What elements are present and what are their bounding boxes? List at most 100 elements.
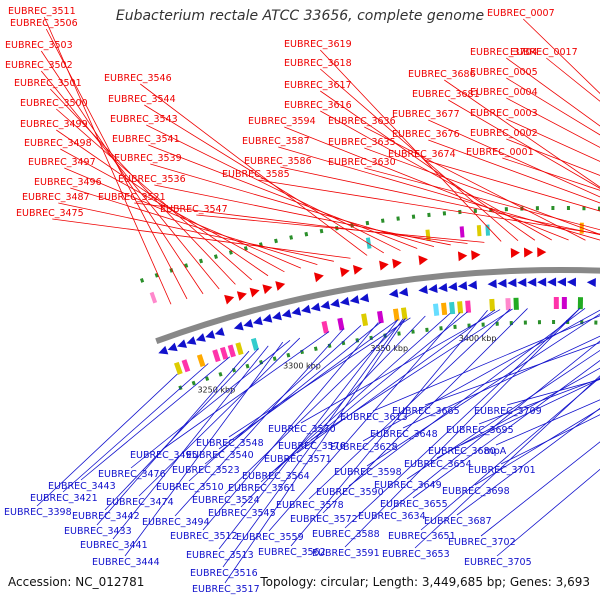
forward-gene — [275, 281, 286, 291]
feature-block — [457, 301, 464, 314]
tick-mark — [442, 211, 447, 216]
gene-label-bottom: EUBREC_3562 — [258, 547, 326, 558]
leader-line-top — [56, 108, 252, 281]
reverse-gene — [272, 311, 282, 321]
reverse-gene — [537, 277, 547, 287]
leader-line-top — [280, 166, 600, 236]
gene-label-bottom: EUBREC_3578 — [276, 500, 344, 511]
gene-label-top: EUBREC_0005 — [470, 67, 538, 78]
reverse-gene — [557, 277, 567, 287]
tick-mark — [289, 235, 294, 240]
scale-label: 3250 kbp — [197, 385, 235, 394]
reverse-gene — [418, 285, 428, 295]
feature-block — [441, 302, 448, 316]
gene-label-top: EUBREC_3677 — [392, 109, 460, 120]
feature-block — [553, 296, 559, 310]
gene-label-bottom: EUBREC_3443 — [48, 481, 116, 492]
leader-line-bottom — [222, 318, 404, 568]
feature-block — [449, 301, 456, 315]
gene-label-top: EUBREC_3618 — [284, 58, 352, 69]
leader-line-bottom — [390, 340, 600, 511]
gene-label-bottom: EUBREC_3512 — [170, 531, 238, 542]
leader-line-bottom — [124, 341, 284, 557]
leader-line-bottom — [290, 310, 488, 547]
tick-mark — [218, 371, 223, 377]
gene-label-top: EUBREC_3497 — [28, 157, 96, 168]
leader-line-bottom — [348, 307, 586, 487]
forward-gene — [236, 291, 247, 301]
reverse-gene — [291, 306, 302, 316]
reverse-gene — [195, 333, 206, 342]
tick-mark — [327, 343, 332, 349]
tick-mark — [213, 254, 218, 259]
leader-line-top — [196, 214, 485, 243]
leader-line-top — [56, 129, 269, 277]
leader-line-bottom — [188, 325, 362, 482]
leader-line-bottom — [496, 468, 600, 557]
gene-label-top: EUBREC_3544 — [108, 94, 176, 105]
tick-mark — [272, 356, 277, 361]
reverse-gene — [428, 283, 438, 293]
feature-block — [476, 225, 482, 237]
gene-label-bottom: EUBREC_3444 — [92, 557, 160, 568]
leader-line-top — [258, 179, 600, 235]
reverse-gene — [517, 277, 527, 287]
gene-label-top: EUBREC_3499 — [20, 119, 88, 130]
tick-mark — [369, 335, 373, 341]
scale-label: 3300 kbp — [283, 361, 321, 370]
reverse-gene — [262, 313, 273, 323]
leader-line-top — [148, 144, 418, 249]
leader-line-top — [364, 167, 600, 231]
reverse-gene — [177, 339, 188, 348]
leader-line-bottom — [506, 379, 600, 406]
gene-label-top: EUBREC_0002 — [470, 128, 538, 139]
leader-line-bottom — [436, 367, 600, 459]
leader-line-top — [502, 157, 600, 191]
forward-gene — [418, 255, 428, 266]
leader-line-bottom — [344, 307, 581, 529]
forward-gene — [224, 294, 235, 305]
leader-line-bottom — [372, 315, 600, 412]
forward-gene — [392, 258, 402, 269]
gene-label-top: EUBREC_3594 — [248, 116, 316, 127]
gene-label-bottom: EUBREC_3516 — [190, 568, 258, 579]
gene-label-top: EUBREC_3498 — [24, 138, 92, 149]
tick-mark — [243, 246, 248, 251]
leader-line-top — [70, 187, 318, 265]
forward-gene — [379, 260, 389, 271]
leader-line-top — [320, 110, 552, 241]
gene-label-top: EUBREC_3616 — [284, 100, 352, 111]
gene-label-bottom: EUBREC_3702 — [448, 537, 516, 548]
gene-label-bottom: EUBREC_3517 — [192, 584, 260, 595]
gene-label-top: EUBREC_3619 — [284, 39, 352, 50]
reverse-gene — [467, 280, 478, 290]
leader-line-top — [60, 148, 285, 273]
feature-block — [425, 229, 431, 241]
gene-label-bottom: EUBREC_3588 — [312, 529, 380, 540]
tick-mark — [495, 321, 499, 326]
leader-line-bottom — [240, 315, 426, 508]
leader-line-bottom — [480, 441, 600, 537]
gene-label-bottom: EUBREC_3442 — [72, 511, 140, 522]
reverse-gene — [349, 295, 360, 304]
leader-line-bottom — [366, 313, 600, 467]
gene-label-bottom: EUBREC_3649 — [374, 480, 442, 491]
reverse-gene — [547, 277, 557, 287]
genome-summary: Topology: circular; Length: 3,449,685 bp… — [260, 575, 590, 589]
gene-label-top: EUBREC_3636 — [328, 116, 396, 127]
reverse-gene — [507, 278, 517, 288]
reverse-gene — [339, 296, 350, 306]
tick-mark — [365, 220, 370, 226]
reverse-gene — [243, 318, 254, 328]
leader-line-bottom — [495, 399, 600, 446]
gene-label-top: EUBREC_3539 — [114, 153, 182, 164]
tick-mark — [427, 212, 431, 218]
leader-line-bottom — [138, 337, 301, 497]
gene-label-bottom: EUBREC_3571 — [264, 454, 332, 465]
leader-line-bottom — [274, 311, 468, 471]
feature-block — [465, 300, 472, 313]
gene-label-bottom: EUBREC_3540 — [186, 450, 254, 461]
tick-mark — [319, 228, 324, 234]
leader-line-bottom — [322, 308, 528, 514]
reverse-gene — [438, 282, 448, 292]
